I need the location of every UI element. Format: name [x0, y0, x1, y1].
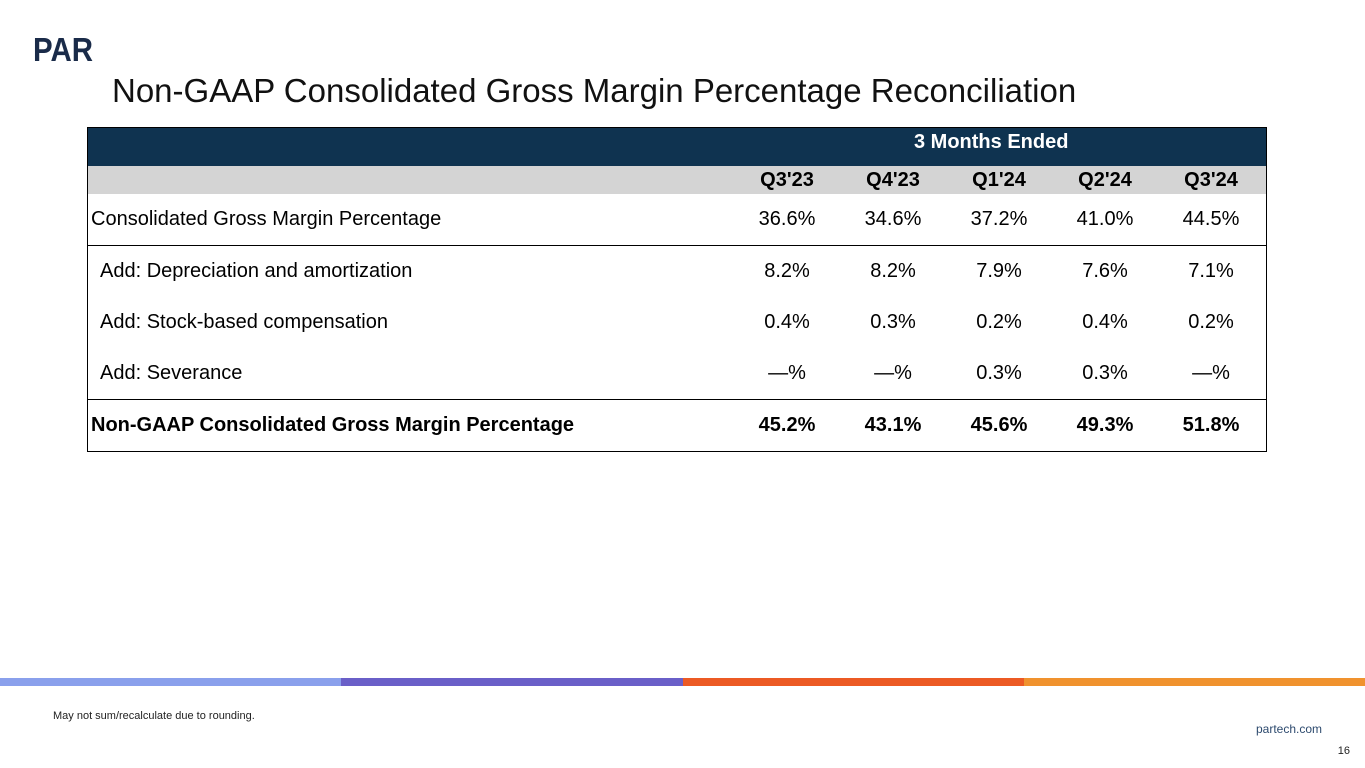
table-row: Add: Depreciation and amortization 8.2% … — [88, 245, 1266, 297]
color-stripe — [0, 678, 1365, 686]
value-cell: 7.6% — [1082, 260, 1128, 282]
value-cell: 37.2% — [970, 208, 1028, 230]
footnote: May not sum/recalculate due to rounding. — [53, 710, 255, 722]
value-cell: —% — [768, 362, 806, 384]
value-cell: 45.6% — [970, 414, 1028, 436]
value-cell: 0.2% — [976, 311, 1022, 333]
table-total-row: Non-GAAP Consolidated Gross Margin Perce… — [88, 399, 1266, 451]
value-cell: 41.0% — [1076, 208, 1134, 230]
row-label: Add: Depreciation and amortization — [100, 260, 413, 282]
stripe-segment — [682, 678, 1024, 686]
value-cell: 0.3% — [1082, 362, 1128, 384]
value-cell: 0.4% — [1082, 311, 1128, 333]
table-row: Consolidated Gross Margin Percentage 36.… — [88, 194, 1266, 245]
page-title: Non-GAAP Consolidated Gross Margin Perce… — [112, 72, 1077, 109]
value-cell: 0.4% — [764, 311, 810, 333]
website-link[interactable]: partech.com — [1255, 722, 1322, 736]
logo-text: PAR — [33, 32, 93, 63]
value-cell: 7.9% — [976, 260, 1022, 282]
value-cell: 0.2% — [1188, 311, 1234, 333]
reconciliation-table: 3 Months Ended Q3'23 Q4'23 Q1'24 Q2'24 Q… — [87, 127, 1267, 452]
value-cell: 51.8% — [1182, 414, 1240, 436]
value-cell: 34.6% — [864, 208, 922, 230]
value-cell: 0.3% — [870, 311, 916, 333]
quarter-header: Q2'24 — [1078, 169, 1132, 191]
quarter-header: Q3'23 — [760, 169, 814, 191]
table-row: Add: Stock-based compensation 0.4% 0.3% … — [88, 297, 1266, 348]
row-label: Add: Severance — [100, 362, 243, 384]
quarter-header: Q1'24 — [972, 169, 1026, 191]
value-cell: —% — [874, 362, 912, 384]
quarter-header: Q3'24 — [1184, 169, 1238, 191]
quarter-header-row: Q3'23 Q4'23 Q1'24 Q2'24 Q3'24 — [88, 166, 1266, 194]
period-header: 3 Months Ended — [914, 131, 1069, 153]
row-label: Consolidated Gross Margin Percentage — [91, 208, 442, 230]
value-cell: 8.2% — [764, 260, 810, 282]
par-logo: PAR — [33, 32, 93, 63]
value-cell: 0.3% — [976, 362, 1022, 384]
quarter-header: Q4'23 — [866, 169, 920, 191]
value-cell: 8.2% — [870, 260, 916, 282]
value-cell: 7.1% — [1188, 260, 1234, 282]
row-label: Non-GAAP Consolidated Gross Margin Perce… — [91, 414, 575, 436]
value-cell: 49.3% — [1076, 414, 1134, 436]
stripe-segment — [0, 678, 342, 686]
value-cell: 43.1% — [864, 414, 922, 436]
row-label: Add: Stock-based compensation — [100, 311, 388, 333]
value-cell: 44.5% — [1182, 208, 1240, 230]
page-number: 16 — [1337, 745, 1350, 757]
stripe-segment — [341, 678, 683, 686]
period-header-band: 3 Months Ended — [88, 128, 1266, 166]
value-cell: 36.6% — [758, 208, 816, 230]
stripe-segment — [1023, 678, 1365, 686]
value-cell: 45.2% — [758, 414, 816, 436]
value-cell: —% — [1192, 362, 1230, 384]
table-row: Add: Severance —% —% 0.3% 0.3% —% — [88, 348, 1266, 399]
